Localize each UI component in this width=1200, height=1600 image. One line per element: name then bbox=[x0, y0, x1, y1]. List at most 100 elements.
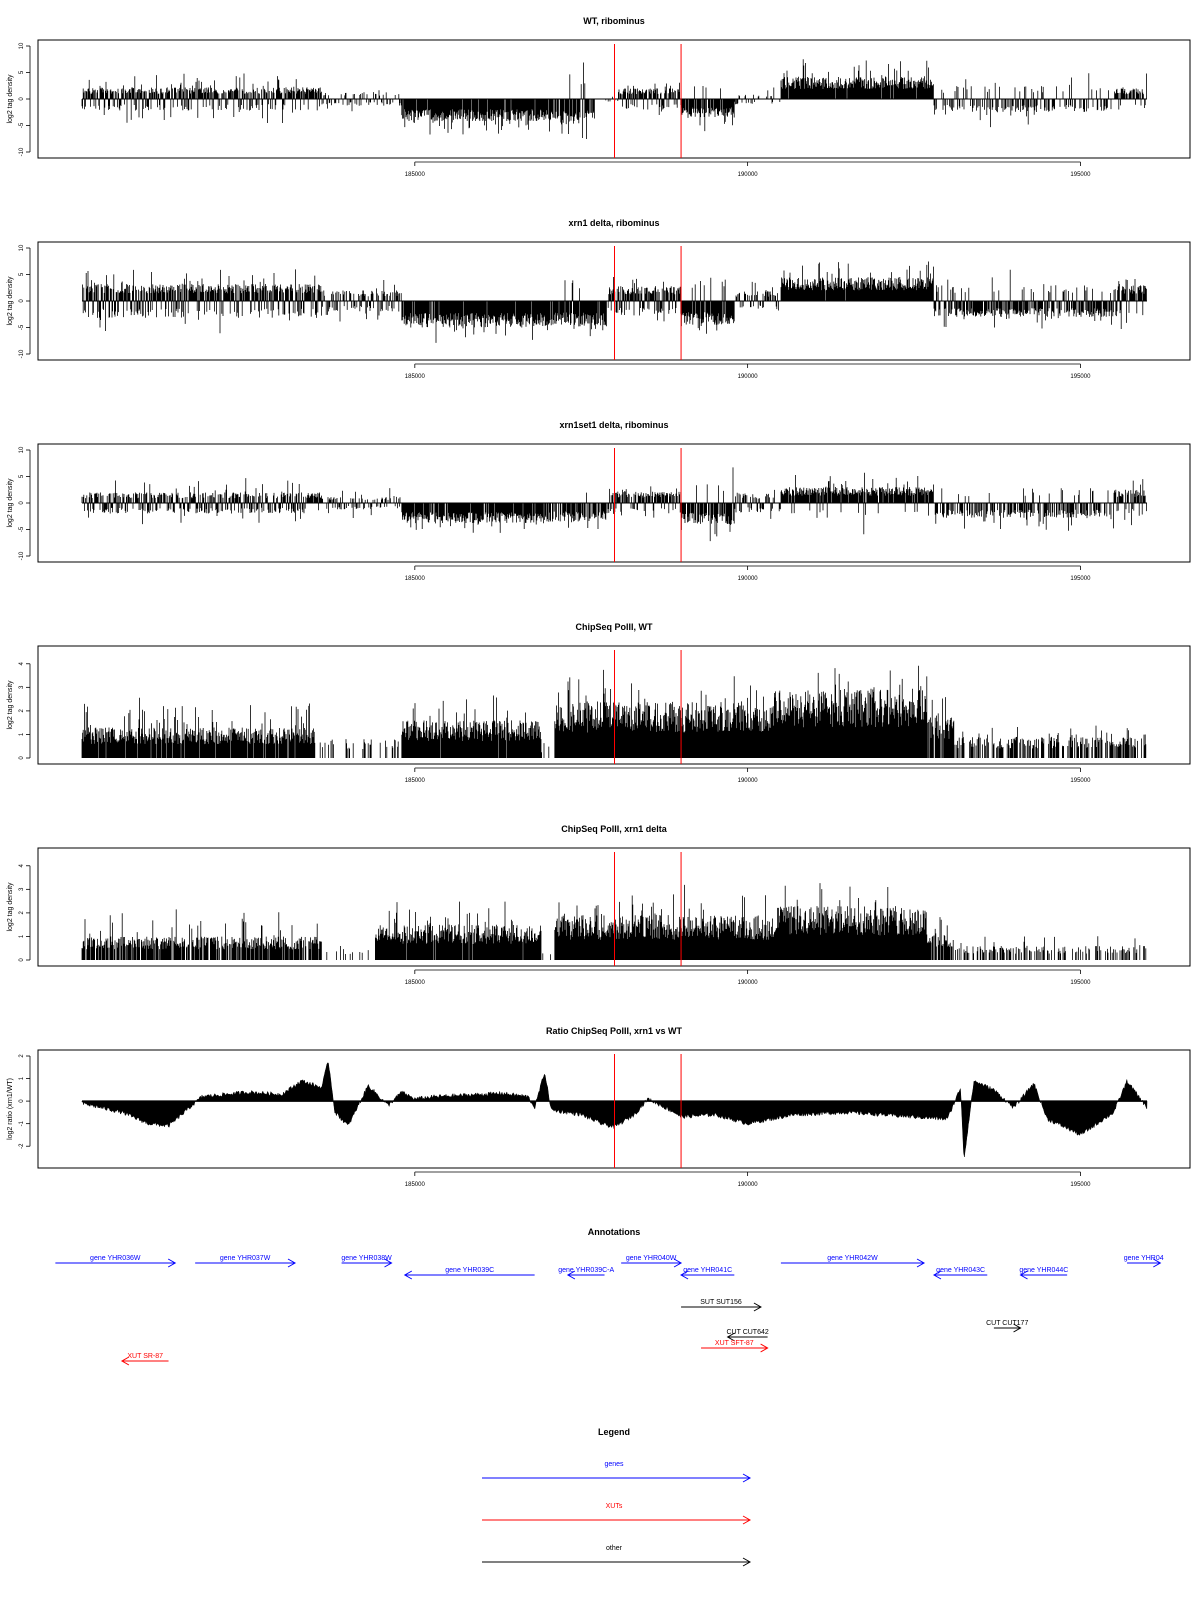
legend-item: genes bbox=[482, 1461, 752, 1483]
y-axis: -10 -5 0 5 10 bbox=[19, 244, 31, 358]
annotation-feature: gene YHR043C bbox=[932, 1267, 988, 1280]
annotation-feature: gene YHR037W bbox=[195, 1255, 297, 1268]
y-tick-label: 2 bbox=[19, 1054, 25, 1058]
y-axis-label: log2 tag density bbox=[7, 882, 14, 932]
arrow-right-icon bbox=[1013, 1323, 1022, 1333]
y-tick-label: 1 bbox=[19, 1076, 25, 1080]
x-tick-label: 195000 bbox=[1070, 1182, 1091, 1188]
y-tick-label: 10 bbox=[19, 42, 25, 49]
y-tick-label: 2 bbox=[19, 709, 25, 713]
y-axis: -10 -5 0 5 10 bbox=[19, 446, 31, 560]
arrow-left-icon bbox=[680, 1270, 689, 1280]
annotation-feature: CUT CUT642 bbox=[726, 1329, 769, 1342]
annotation-feature: gene YHR041C bbox=[680, 1267, 735, 1280]
arrow-left-icon bbox=[932, 1270, 942, 1280]
x-tick-label: 185000 bbox=[405, 172, 426, 178]
annotation-feature: gene YHR036W bbox=[55, 1255, 177, 1268]
data-series bbox=[81, 665, 1147, 758]
x-tick-label: 185000 bbox=[405, 576, 426, 582]
annotation-feature: XUT SFT-87 bbox=[701, 1340, 769, 1353]
y-axis: -2 -1 0 1 2 bbox=[19, 1054, 31, 1149]
annotation-label: gene YHR04 bbox=[1124, 1255, 1164, 1262]
panel-6: Ratio ChipSeq PolII, xrn1 vs WT -2 -1 0 1 2 lo… bbox=[7, 1026, 1191, 1188]
panel-title: ChipSeq PolII, xrn1 delta bbox=[561, 824, 668, 834]
y-tick-label: 0 bbox=[19, 958, 25, 962]
annotation-label: gene YHR036W bbox=[90, 1255, 141, 1262]
arrow-right-icon bbox=[167, 1258, 177, 1268]
y-axis: 0 1 2 3 4 bbox=[19, 863, 31, 962]
y-tick-label: 3 bbox=[19, 685, 25, 689]
arrow-right-icon bbox=[742, 1515, 752, 1525]
y-axis: -10 -5 0 5 10 bbox=[19, 42, 31, 156]
x-tick-label: 190000 bbox=[738, 778, 759, 784]
x-axis: 185000 190000 195000 bbox=[405, 1171, 1091, 1188]
arrow-right-icon bbox=[916, 1258, 926, 1268]
y-tick-label: 5 bbox=[19, 70, 25, 74]
annotation-items: gene YHR036W gene YHR037W gene YHR038W gene… bbox=[55, 1255, 1164, 1366]
x-tick-label: 195000 bbox=[1070, 172, 1091, 178]
x-tick-label: 185000 bbox=[405, 778, 426, 784]
annotation-feature: CUT CUT177 bbox=[986, 1320, 1028, 1333]
y-tick-label: 5 bbox=[19, 272, 25, 276]
y-tick-label: 10 bbox=[19, 244, 25, 251]
annotation-feature: gene YHR039C bbox=[403, 1267, 535, 1280]
x-axis: 185000 190000 195000 bbox=[405, 161, 1091, 178]
annotation-feature: gene YHR04 bbox=[1124, 1255, 1164, 1268]
y-tick-label: 1 bbox=[19, 934, 25, 938]
legend: Legend genes XUTs other bbox=[482, 1427, 752, 1567]
y-tick-label: 0 bbox=[19, 299, 25, 303]
legend-label: genes bbox=[604, 1461, 624, 1468]
annotation-label: gene YHR041C bbox=[683, 1267, 732, 1274]
y-tick-label: 0 bbox=[19, 501, 25, 505]
y-tick-label: 2 bbox=[19, 911, 25, 915]
arrow-right-icon bbox=[287, 1258, 297, 1268]
arrow-left-icon bbox=[726, 1332, 735, 1342]
annotation-label: SUT SUT156 bbox=[700, 1299, 742, 1306]
legend-label: XUTs bbox=[606, 1503, 623, 1510]
annotation-label: XUT SFT-87 bbox=[715, 1340, 754, 1347]
arrow-right-icon bbox=[742, 1557, 752, 1567]
x-tick-label: 185000 bbox=[405, 980, 426, 986]
arrow-right-icon bbox=[673, 1258, 683, 1268]
panel-2: xrn1 delta, ribominus -10 -5 0 5 10 log2 tag d… bbox=[7, 218, 1191, 380]
y-tick-label: 0 bbox=[19, 756, 25, 760]
x-tick-label: 195000 bbox=[1070, 980, 1091, 986]
y-tick-label: -5 bbox=[19, 526, 25, 532]
arrow-right-icon bbox=[1153, 1258, 1162, 1268]
x-tick-label: 195000 bbox=[1070, 374, 1091, 380]
y-axis-label: log2 tag density bbox=[7, 478, 14, 528]
x-tick-label: 190000 bbox=[738, 1182, 759, 1188]
density-bars bbox=[81, 467, 1147, 542]
arrow-left-icon bbox=[566, 1270, 576, 1280]
arrow-right-icon bbox=[760, 1343, 769, 1353]
x-tick-label: 185000 bbox=[405, 374, 426, 380]
y-tick-label: 10 bbox=[19, 446, 25, 453]
annotation-feature: SUT SUT156 bbox=[681, 1299, 762, 1312]
y-tick-label: 3 bbox=[19, 887, 25, 891]
annotation-label: CUT CUT642 bbox=[726, 1329, 768, 1336]
panel-4: ChipSeq PolII, WT 0 1 2 3 4 log2 tag density 18… bbox=[7, 622, 1191, 784]
x-axis: 185000 190000 195000 bbox=[405, 565, 1091, 582]
annotation-label: gene YHR039C-A bbox=[558, 1267, 614, 1274]
annotation-label: gene YHR040W bbox=[626, 1255, 677, 1262]
y-tick-label: -5 bbox=[19, 324, 25, 330]
legend-title: Legend bbox=[598, 1427, 630, 1437]
annotation-feature: gene YHR038W bbox=[341, 1255, 393, 1268]
arrow-left-icon bbox=[1019, 1270, 1028, 1280]
x-tick-label: 190000 bbox=[738, 374, 759, 380]
panel-5: ChipSeq PolII, xrn1 delta 0 1 2 3 4 log2 tag d… bbox=[7, 824, 1191, 986]
panel-title: ChipSeq PolII, WT bbox=[576, 622, 653, 632]
y-tick-label: -2 bbox=[19, 1143, 25, 1149]
x-tick-label: 185000 bbox=[405, 1182, 426, 1188]
annotations-title: Annotations bbox=[588, 1227, 641, 1237]
data-series bbox=[81, 883, 1147, 960]
arrow-right-icon bbox=[384, 1258, 393, 1268]
annotation-feature: XUT SR-87 bbox=[120, 1353, 169, 1366]
panel-title: Ratio ChipSeq PolII, xrn1 vs WT bbox=[546, 1026, 683, 1036]
annotation-label: gene YHR044C bbox=[1019, 1267, 1068, 1274]
arrow-right-icon bbox=[742, 1473, 752, 1483]
y-axis-label: log2 tag density bbox=[7, 276, 14, 326]
legend-item: other bbox=[482, 1545, 752, 1567]
x-axis: 185000 190000 195000 bbox=[405, 363, 1091, 380]
annotation-feature: gene YHR040W bbox=[621, 1255, 683, 1268]
